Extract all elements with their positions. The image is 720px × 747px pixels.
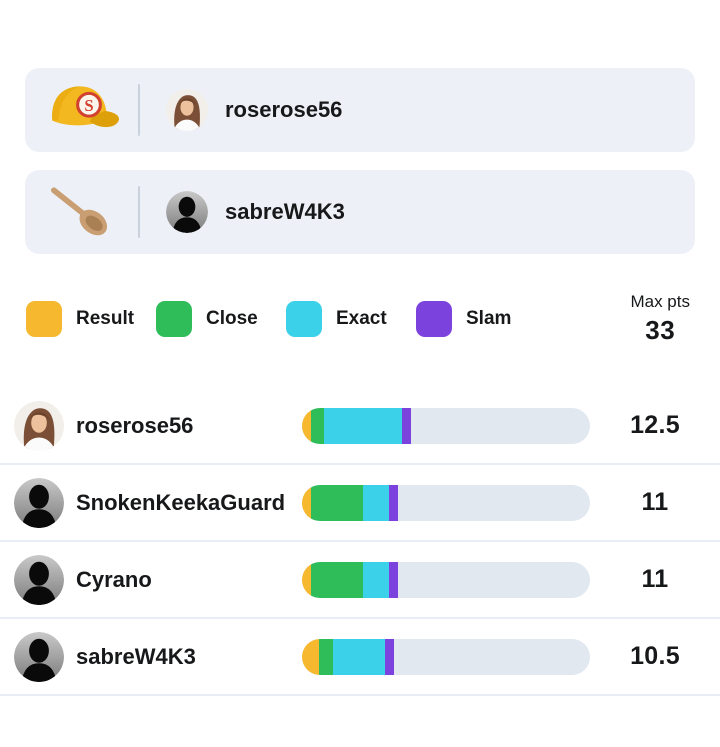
leaderboard-row[interactable]: roserose56 12.5 (0, 388, 720, 465)
legend-label: Close (206, 308, 258, 329)
bar-segment-result (302, 484, 311, 521)
silhouette-avatar (166, 191, 208, 233)
bar-segment-slam (389, 561, 398, 598)
photo-avatar (14, 400, 64, 451)
banner-divider (138, 84, 140, 136)
bar-segment-slam (384, 638, 394, 675)
legend-label: Result (76, 308, 135, 329)
legend-swatch (286, 301, 322, 337)
winner-avatar (166, 89, 208, 131)
loser-avatar (166, 191, 208, 233)
player-avatar (14, 554, 64, 605)
legend-swatch (26, 301, 62, 337)
points-bar-track (302, 561, 590, 598)
loser-banner[interactable]: sabreW4K3 (25, 170, 695, 254)
photo-avatar (166, 89, 208, 131)
winner-username: roserose56 (225, 97, 343, 122)
bar-segment-exact (332, 638, 385, 675)
player-name: Cyrano (76, 566, 152, 592)
bar-segment-close (310, 407, 324, 444)
max-points-block: Max pts 33 (630, 292, 694, 346)
bar-segment-exact (363, 484, 390, 521)
player-avatar (14, 400, 64, 451)
legend-label: Exact (336, 308, 387, 329)
player-points: 10.5 (630, 642, 680, 670)
legend-item: Slam (416, 301, 546, 337)
legend-items: Result Close Exact Slam (26, 301, 546, 337)
banner-divider (138, 186, 140, 238)
silhouette-avatar (14, 477, 64, 528)
points-legend: Result Close Exact Slam Max pts 33 (26, 284, 694, 354)
bar-segment-result (302, 638, 320, 675)
bar-segment-exact (363, 561, 390, 598)
max-points-value: 33 (645, 315, 676, 345)
legend-item: Result (26, 301, 156, 337)
leaderboard-row[interactable]: sabreW4K3 10.5 (0, 619, 720, 696)
player-points: 12.5 (630, 411, 680, 439)
bar-segment-close (310, 561, 364, 598)
player-points: 11 (641, 488, 669, 516)
leaderboard-row[interactable]: SnokenKeekaGuard 11 (0, 465, 720, 542)
bar-segment-close (319, 638, 333, 675)
player-name: sabreW4K3 (76, 643, 196, 669)
bar-segment-slam (389, 484, 398, 521)
points-bar-track (302, 484, 590, 521)
player-points: 11 (641, 565, 669, 593)
svg-text:S: S (84, 96, 93, 115)
player-name: roserose56 (76, 412, 194, 438)
points-bar-track (302, 638, 590, 675)
legend-swatch (416, 301, 452, 337)
legend-swatch (156, 301, 192, 337)
winner-banner[interactable]: S roserose56 (25, 68, 695, 152)
bar-segment-exact (323, 407, 403, 444)
bar-segment-slam (402, 407, 412, 444)
bar-segment-close (310, 484, 364, 521)
billed-cap-emoji: S (25, 78, 138, 142)
silhouette-avatar (14, 554, 64, 605)
wooden-spoon-emoji (25, 183, 138, 241)
loser-username: sabreW4K3 (225, 199, 345, 224)
player-name: SnokenKeekaGuard (76, 489, 286, 515)
max-points-label: Max pts (630, 292, 690, 311)
player-avatar (14, 631, 64, 682)
legend-item: Close (156, 301, 286, 337)
leaderboard: roserose56 12.5 SnokenKeekaGuard 11 (0, 388, 720, 696)
bar-segment-result (302, 407, 311, 444)
matchup-banners: S roserose56 (0, 0, 720, 254)
player-avatar (14, 477, 64, 528)
leaderboard-row[interactable]: Cyrano 11 (0, 542, 720, 619)
legend-item: Exact (286, 301, 416, 337)
legend-label: Slam (466, 308, 512, 329)
bar-segment-result (302, 561, 311, 598)
points-bar-track (302, 407, 590, 444)
silhouette-avatar (14, 631, 64, 682)
